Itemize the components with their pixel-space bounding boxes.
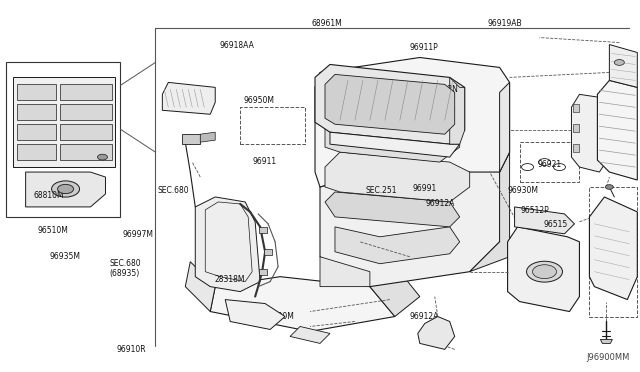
Circle shape bbox=[97, 154, 108, 160]
Text: J96900MM: J96900MM bbox=[586, 353, 630, 362]
Polygon shape bbox=[163, 82, 215, 114]
Circle shape bbox=[532, 265, 557, 279]
Polygon shape bbox=[60, 124, 113, 140]
Polygon shape bbox=[17, 104, 56, 120]
Text: 96918AA: 96918AA bbox=[219, 41, 254, 50]
Text: 96512P: 96512P bbox=[520, 206, 549, 215]
Polygon shape bbox=[60, 104, 113, 120]
Polygon shape bbox=[573, 104, 579, 112]
Text: 96515: 96515 bbox=[543, 221, 568, 230]
Polygon shape bbox=[609, 45, 637, 87]
Polygon shape bbox=[210, 277, 395, 331]
Polygon shape bbox=[450, 77, 465, 144]
Text: 96912A: 96912A bbox=[410, 312, 439, 321]
Text: 96911: 96911 bbox=[253, 157, 277, 166]
Polygon shape bbox=[325, 152, 470, 202]
Polygon shape bbox=[60, 144, 113, 160]
Circle shape bbox=[52, 181, 79, 197]
Text: SEC.680: SEC.680 bbox=[158, 186, 189, 195]
Polygon shape bbox=[589, 197, 637, 299]
Polygon shape bbox=[182, 134, 200, 144]
Polygon shape bbox=[259, 269, 267, 275]
Polygon shape bbox=[225, 299, 285, 330]
Polygon shape bbox=[573, 124, 579, 132]
Polygon shape bbox=[335, 227, 460, 264]
Polygon shape bbox=[325, 74, 454, 134]
Polygon shape bbox=[325, 107, 460, 162]
Circle shape bbox=[527, 261, 563, 282]
Polygon shape bbox=[290, 327, 330, 343]
Text: 96910R: 96910R bbox=[116, 345, 147, 354]
Polygon shape bbox=[573, 144, 579, 152]
Text: 96991: 96991 bbox=[413, 185, 437, 193]
Text: 96930M: 96930M bbox=[507, 186, 538, 195]
Polygon shape bbox=[572, 94, 609, 172]
Text: 68961M: 68961M bbox=[311, 19, 342, 28]
Polygon shape bbox=[17, 84, 56, 100]
Polygon shape bbox=[370, 272, 420, 317]
Text: 96510M: 96510M bbox=[38, 226, 68, 235]
Circle shape bbox=[605, 185, 613, 189]
Circle shape bbox=[58, 185, 74, 193]
Polygon shape bbox=[6, 62, 120, 217]
Polygon shape bbox=[325, 192, 460, 227]
Polygon shape bbox=[470, 152, 509, 272]
Polygon shape bbox=[418, 317, 454, 349]
Polygon shape bbox=[17, 144, 56, 160]
Text: 96911P: 96911P bbox=[410, 42, 438, 51]
Text: 96950M: 96950M bbox=[243, 96, 275, 105]
Polygon shape bbox=[259, 227, 267, 233]
Polygon shape bbox=[200, 132, 215, 142]
Circle shape bbox=[614, 60, 625, 65]
Polygon shape bbox=[26, 172, 106, 207]
Polygon shape bbox=[60, 84, 113, 100]
Text: 68430M: 68430M bbox=[263, 312, 294, 321]
Text: 28318M: 28318M bbox=[214, 275, 245, 284]
Polygon shape bbox=[330, 132, 460, 157]
Text: 96912N: 96912N bbox=[429, 85, 458, 94]
Polygon shape bbox=[17, 124, 56, 140]
Polygon shape bbox=[264, 249, 272, 255]
Text: SEC.251: SEC.251 bbox=[366, 186, 397, 195]
Polygon shape bbox=[515, 207, 575, 234]
Polygon shape bbox=[597, 80, 637, 180]
Text: 96921: 96921 bbox=[537, 160, 561, 169]
Polygon shape bbox=[600, 339, 612, 343]
Polygon shape bbox=[320, 257, 370, 286]
Polygon shape bbox=[186, 262, 215, 311]
Polygon shape bbox=[13, 77, 115, 167]
Text: 96935M: 96935M bbox=[49, 252, 80, 261]
Text: 96912A: 96912A bbox=[426, 199, 455, 208]
Text: SEC.680
(68935): SEC.680 (68935) bbox=[109, 259, 141, 278]
Polygon shape bbox=[508, 227, 579, 311]
Polygon shape bbox=[320, 157, 500, 286]
Polygon shape bbox=[315, 58, 509, 187]
Text: 96997M: 96997M bbox=[122, 230, 153, 239]
Polygon shape bbox=[315, 64, 465, 144]
Text: 96919AB: 96919AB bbox=[488, 19, 522, 28]
Polygon shape bbox=[195, 197, 260, 292]
Polygon shape bbox=[500, 82, 509, 172]
Text: 68810M: 68810M bbox=[34, 191, 65, 200]
